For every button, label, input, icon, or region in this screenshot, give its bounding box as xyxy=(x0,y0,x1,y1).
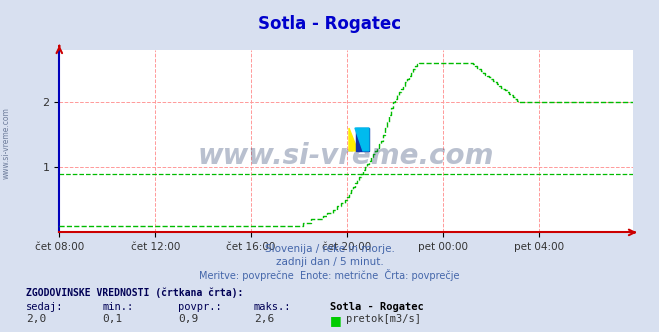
Text: Sotla - Rogatec: Sotla - Rogatec xyxy=(330,302,423,312)
Text: Sotla - Rogatec: Sotla - Rogatec xyxy=(258,15,401,33)
Polygon shape xyxy=(349,128,358,151)
Text: sedaj:: sedaj: xyxy=(26,302,64,312)
Text: Slovenija / reke in morje.: Slovenija / reke in morje. xyxy=(264,244,395,254)
Text: 2,0: 2,0 xyxy=(26,314,47,324)
Text: www.si-vreme.com: www.si-vreme.com xyxy=(2,107,11,179)
Text: povpr.:: povpr.: xyxy=(178,302,221,312)
Text: 2,6: 2,6 xyxy=(254,314,274,324)
Text: ■: ■ xyxy=(330,314,341,327)
Text: Meritve: povprečne  Enote: metrične  Črta: povprečje: Meritve: povprečne Enote: metrične Črta:… xyxy=(199,269,460,281)
Polygon shape xyxy=(355,128,369,151)
Text: min.:: min.: xyxy=(102,302,133,312)
Text: 0,1: 0,1 xyxy=(102,314,123,324)
Text: www.si-vreme.com: www.si-vreme.com xyxy=(198,142,494,170)
Text: zadnji dan / 5 minut.: zadnji dan / 5 minut. xyxy=(275,257,384,267)
Polygon shape xyxy=(356,128,369,151)
Text: maks.:: maks.: xyxy=(254,302,291,312)
Text: ZGODOVINSKE VREDNOSTI (črtkana črta):: ZGODOVINSKE VREDNOSTI (črtkana črta): xyxy=(26,287,244,298)
Text: pretok[m3/s]: pretok[m3/s] xyxy=(346,314,421,324)
Text: 0,9: 0,9 xyxy=(178,314,198,324)
